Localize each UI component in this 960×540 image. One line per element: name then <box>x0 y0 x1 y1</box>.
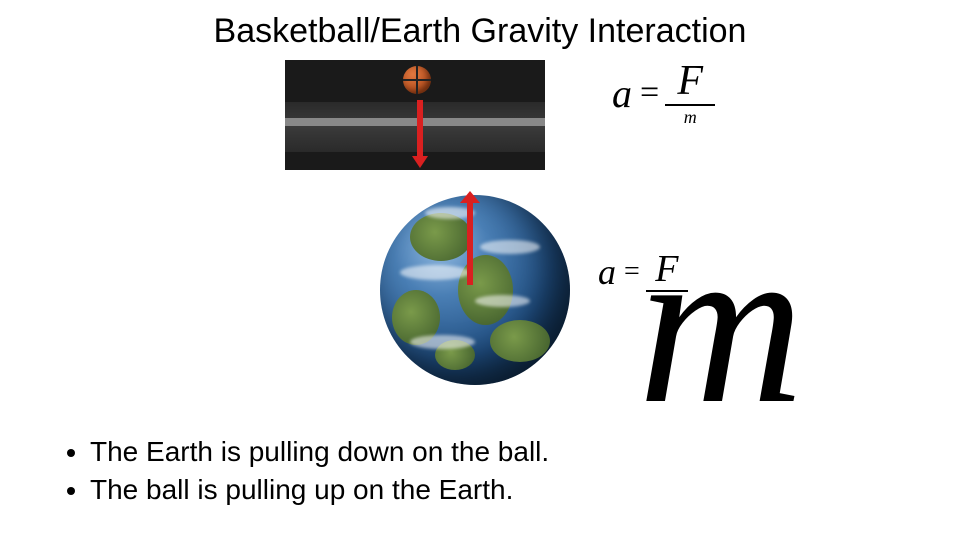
formula-large-m: a = F m <box>598 250 688 294</box>
f1-fraction: F m <box>665 60 715 126</box>
basketball-photo <box>285 60 545 170</box>
arrow-up-icon <box>456 191 484 287</box>
bullet-item: The Earth is pulling down on the ball. <box>90 436 549 468</box>
f2-a: a <box>598 251 616 293</box>
basketball-icon <box>403 66 431 94</box>
f2-m: m <box>638 220 804 427</box>
title-text: Basketball/Earth Gravity Interaction <box>214 12 747 50</box>
bullet-text: The ball is pulling up on the Earth. <box>90 474 513 505</box>
earth-image <box>380 195 570 385</box>
f1-m: m <box>684 108 697 126</box>
f1-F: F <box>677 60 703 102</box>
arrow-down-icon <box>408 100 432 170</box>
bullet-text: The Earth is pulling down on the ball. <box>90 436 549 467</box>
formula-small-m: a = F m <box>612 60 715 126</box>
page-title: Basketball/Earth Gravity Interaction <box>0 12 960 51</box>
f1-bar <box>665 104 715 106</box>
f1-eq: = <box>640 74 659 112</box>
bullet-item: The ball is pulling up on the Earth. <box>90 474 549 506</box>
f1-a: a <box>612 70 632 117</box>
bullet-list: The Earth is pulling down on the ball. T… <box>60 436 549 512</box>
